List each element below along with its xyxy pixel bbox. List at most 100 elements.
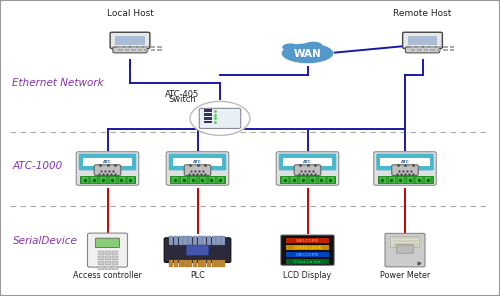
Bar: [204, 113, 212, 116]
FancyBboxPatch shape: [113, 47, 147, 53]
Bar: [437, 49, 442, 51]
FancyBboxPatch shape: [188, 236, 192, 244]
Bar: [204, 117, 212, 120]
FancyBboxPatch shape: [76, 152, 138, 185]
Ellipse shape: [281, 43, 334, 64]
Bar: [408, 36, 437, 45]
FancyBboxPatch shape: [186, 245, 208, 255]
Bar: [415, 176, 422, 183]
FancyBboxPatch shape: [105, 251, 111, 255]
FancyBboxPatch shape: [281, 235, 334, 265]
Bar: [444, 46, 448, 48]
FancyBboxPatch shape: [392, 165, 418, 176]
FancyBboxPatch shape: [94, 165, 121, 176]
FancyBboxPatch shape: [221, 260, 226, 267]
FancyBboxPatch shape: [276, 152, 339, 185]
Bar: [158, 46, 162, 48]
Text: ATC-1000: ATC-1000: [12, 161, 63, 171]
Bar: [411, 46, 416, 48]
Text: ATC: ATC: [193, 160, 202, 164]
Bar: [286, 252, 329, 257]
Bar: [450, 46, 454, 48]
FancyBboxPatch shape: [98, 256, 104, 260]
FancyBboxPatch shape: [202, 236, 206, 244]
Bar: [116, 36, 144, 45]
Bar: [204, 121, 212, 123]
Bar: [138, 49, 142, 51]
Text: Ethernet Network: Ethernet Network: [12, 78, 104, 88]
Text: Power Meter: Power Meter: [380, 271, 430, 280]
Bar: [300, 176, 306, 183]
FancyBboxPatch shape: [169, 154, 226, 170]
FancyBboxPatch shape: [198, 236, 202, 244]
Bar: [290, 176, 297, 183]
Bar: [208, 176, 215, 183]
FancyBboxPatch shape: [396, 244, 413, 253]
FancyBboxPatch shape: [112, 256, 118, 260]
Bar: [118, 49, 123, 51]
FancyBboxPatch shape: [193, 236, 197, 244]
FancyBboxPatch shape: [174, 260, 178, 267]
Bar: [132, 46, 136, 48]
Bar: [118, 46, 123, 48]
FancyBboxPatch shape: [188, 260, 192, 267]
FancyBboxPatch shape: [116, 48, 144, 51]
Bar: [198, 176, 205, 183]
Bar: [125, 49, 130, 51]
FancyBboxPatch shape: [112, 261, 118, 265]
FancyBboxPatch shape: [98, 251, 104, 255]
Bar: [378, 176, 432, 183]
Bar: [125, 46, 130, 48]
Text: WAN: WAN: [294, 49, 322, 59]
Bar: [318, 176, 325, 183]
FancyBboxPatch shape: [166, 152, 229, 185]
FancyBboxPatch shape: [408, 48, 436, 51]
FancyBboxPatch shape: [207, 260, 211, 267]
FancyBboxPatch shape: [212, 236, 216, 244]
FancyBboxPatch shape: [98, 261, 104, 265]
Bar: [138, 46, 142, 48]
Bar: [308, 176, 316, 183]
Bar: [388, 176, 395, 183]
FancyBboxPatch shape: [406, 47, 440, 53]
FancyBboxPatch shape: [112, 266, 118, 270]
Ellipse shape: [304, 42, 322, 49]
FancyBboxPatch shape: [178, 260, 183, 267]
Bar: [80, 176, 135, 183]
FancyBboxPatch shape: [173, 157, 222, 166]
Bar: [170, 176, 225, 183]
Bar: [81, 176, 88, 183]
Bar: [151, 49, 156, 51]
Text: SerialDevice: SerialDevice: [12, 236, 78, 246]
FancyBboxPatch shape: [199, 108, 241, 128]
Bar: [424, 49, 428, 51]
Bar: [204, 109, 212, 112]
Bar: [108, 176, 116, 183]
FancyBboxPatch shape: [198, 260, 202, 267]
FancyBboxPatch shape: [283, 157, 332, 166]
FancyBboxPatch shape: [212, 260, 216, 267]
Bar: [424, 176, 432, 183]
FancyBboxPatch shape: [376, 154, 434, 170]
FancyBboxPatch shape: [193, 260, 197, 267]
Bar: [100, 176, 106, 183]
Bar: [450, 49, 454, 51]
FancyBboxPatch shape: [374, 152, 436, 185]
Bar: [127, 176, 134, 183]
FancyBboxPatch shape: [110, 32, 150, 49]
FancyBboxPatch shape: [294, 165, 321, 176]
FancyBboxPatch shape: [184, 165, 211, 176]
Bar: [151, 46, 156, 48]
Bar: [424, 46, 428, 48]
FancyBboxPatch shape: [207, 236, 211, 244]
Bar: [411, 49, 416, 51]
FancyBboxPatch shape: [112, 251, 118, 255]
FancyBboxPatch shape: [380, 157, 430, 166]
Bar: [171, 176, 178, 183]
FancyBboxPatch shape: [88, 233, 128, 267]
Bar: [397, 176, 404, 183]
FancyBboxPatch shape: [105, 266, 111, 270]
Text: Switch: Switch: [168, 95, 196, 104]
Bar: [144, 49, 149, 51]
Ellipse shape: [282, 44, 299, 51]
